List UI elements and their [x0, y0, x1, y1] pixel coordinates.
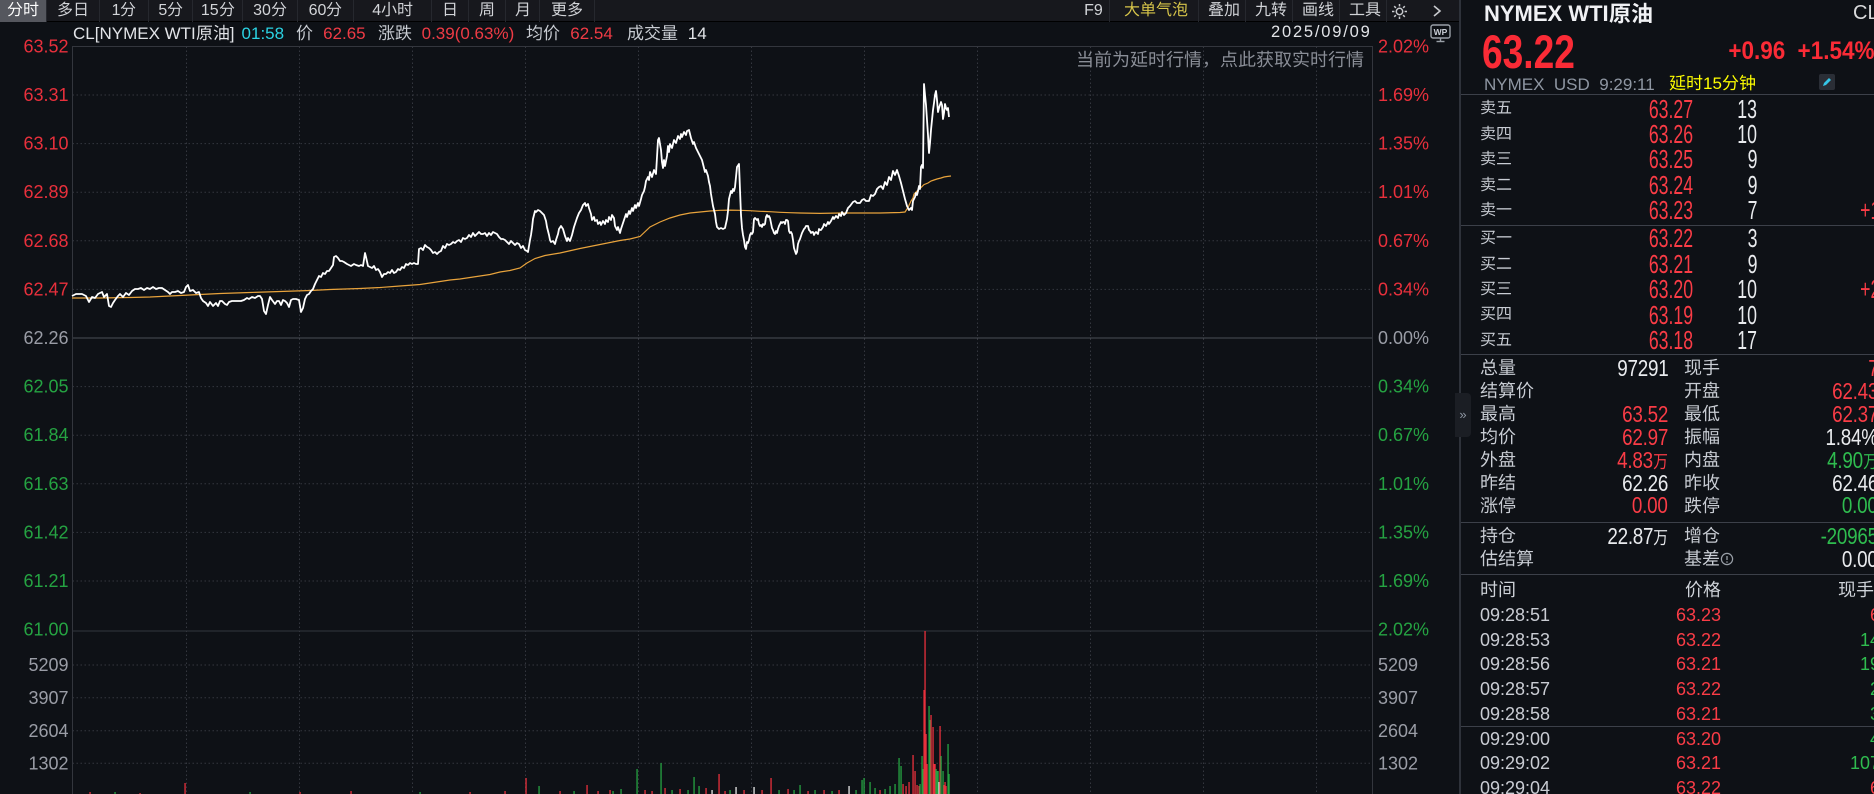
svg-text:2604: 2604	[1378, 721, 1418, 741]
svg-text:5209: 5209	[28, 655, 68, 675]
svg-text:1.69%: 1.69%	[1378, 85, 1429, 105]
svg-text:1302: 1302	[1378, 753, 1418, 773]
svg-text:1302: 1302	[28, 753, 68, 773]
svg-text:63.52: 63.52	[23, 36, 68, 56]
svg-text:5209: 5209	[1378, 655, 1418, 675]
svg-text:63.10: 63.10	[23, 134, 68, 154]
svg-text:3907: 3907	[1378, 688, 1418, 708]
svg-text:61.42: 61.42	[23, 522, 68, 542]
svg-text:1.35%: 1.35%	[1378, 522, 1429, 542]
svg-text:2604: 2604	[28, 721, 68, 741]
svg-text:0.67%: 0.67%	[1378, 231, 1429, 251]
svg-text:3907: 3907	[28, 688, 68, 708]
svg-text:0.34%: 0.34%	[1378, 377, 1429, 397]
svg-text:2.02%: 2.02%	[1378, 36, 1429, 56]
svg-text:2.02%: 2.02%	[1378, 620, 1429, 640]
svg-text:0.67%: 0.67%	[1378, 425, 1429, 445]
svg-text:1.01%: 1.01%	[1378, 182, 1429, 202]
svg-text:0.34%: 0.34%	[1378, 279, 1429, 299]
svg-text:63.31: 63.31	[23, 85, 68, 105]
svg-text:WP: WP	[1434, 27, 1448, 37]
svg-text:1.35%: 1.35%	[1378, 134, 1429, 154]
svg-text:61.63: 61.63	[23, 474, 68, 494]
svg-text:61.21: 61.21	[23, 571, 68, 591]
svg-text:61.00: 61.00	[23, 620, 68, 640]
svg-text:62.89: 62.89	[23, 182, 68, 202]
svg-text:62.26: 62.26	[23, 328, 68, 348]
svg-text:61.84: 61.84	[23, 425, 68, 445]
svg-text:62.68: 62.68	[23, 231, 68, 251]
svg-text:1.69%: 1.69%	[1378, 571, 1429, 591]
svg-text:62.05: 62.05	[23, 377, 68, 397]
svg-text:62.47: 62.47	[23, 279, 68, 299]
svg-text:1.01%: 1.01%	[1378, 474, 1429, 494]
svg-text:0.00%: 0.00%	[1378, 328, 1429, 348]
